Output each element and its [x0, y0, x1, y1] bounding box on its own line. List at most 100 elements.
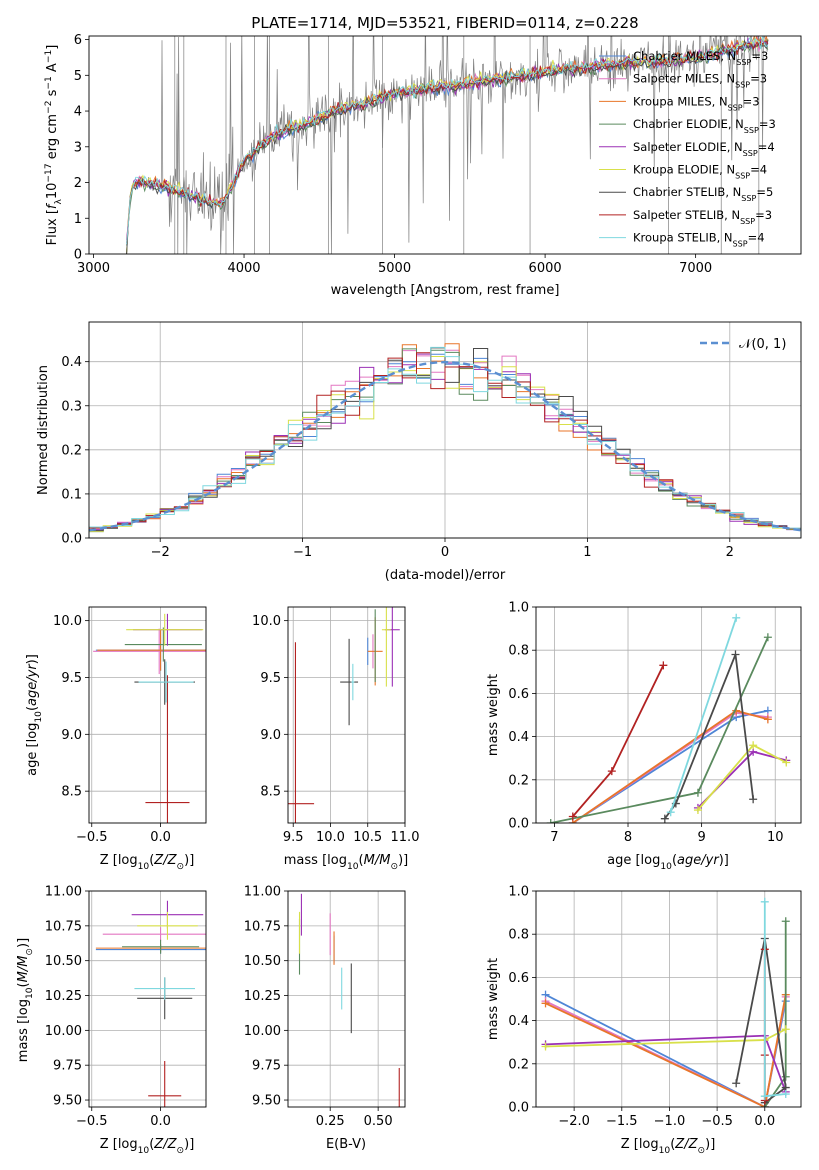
- plot-area: [288, 607, 400, 823]
- x-tick-label: −2: [151, 545, 170, 560]
- x-tick-label: 10.0: [316, 830, 345, 845]
- gaussian-reference-curve: [89, 360, 801, 532]
- x-tick-label: 11.0: [391, 830, 420, 845]
- model-spectrum-line-kroupa-stelib: [126, 36, 769, 244]
- weight-marker-chabrier-elodie: [546, 819, 555, 823]
- weight-marker-kroupa-stelib: [760, 1092, 769, 1101]
- residual-histogram-kroupa-stelib: [89, 346, 801, 538]
- x-tick-label: 4000: [227, 261, 260, 276]
- legend-entry-salpeter-stelib: Salpeter STELIB, NSSP=3: [633, 208, 772, 226]
- y-tick-label: 8.5: [61, 785, 82, 800]
- axes-frame: [535, 890, 802, 1108]
- y-tick-label: 9.75: [53, 1059, 82, 1074]
- y-tick-label: 10.25: [45, 989, 82, 1004]
- weight-marker-kroupa-stelib: [732, 613, 741, 622]
- x-tick-label: 8: [624, 830, 632, 845]
- y-tick-label: 0.6: [508, 971, 529, 986]
- x-tick-label: 0.0: [150, 830, 171, 845]
- y-tick-label: 0.0: [61, 532, 82, 547]
- axes-residuals: −2 −1 0 1 2 0.0 0.1 0.2 0.3 0.4: [61, 321, 802, 560]
- y-axis-label-weight-age: mass weight: [486, 674, 501, 756]
- x-tick-label: 6000: [529, 261, 562, 276]
- y-tick-label: 0.2: [61, 443, 82, 458]
- weight-marker-salpeter-stelib: [568, 812, 577, 821]
- weight-line-kroupa-elodie: [697, 744, 787, 811]
- x-axis-label-weight-age: age [log10(age/yr)]: [607, 853, 729, 872]
- y-tick-label: 9.5: [61, 671, 82, 686]
- weight-marker-chabrier-elodie: [781, 917, 790, 926]
- weight-marker-kroupa-elodie: [541, 1042, 550, 1051]
- x-tick-label: −0.5: [76, 830, 108, 845]
- axes-weight_vs_Z: −2.0 −1.5 −1.0 −0.5 0.0 0.0 0.2 0.4 0.6 0.8 1.0: [508, 885, 802, 1129]
- weight-marker-kroupa-stelib: [760, 897, 769, 906]
- weight-marker-kroupa-elodie: [781, 1025, 790, 1034]
- axes-frame: [88, 890, 207, 1108]
- weight-marker-salpeter-stelib: [607, 767, 616, 776]
- plot-area: [95, 900, 206, 1107]
- chart-title: PLATE=1714, MJD=53521, FIBERID=0114, z=0…: [251, 14, 638, 32]
- y-tick-label: 9.0: [61, 728, 82, 743]
- y-axis-label-mass-z: mass [log10(M/M⊙)]: [16, 938, 35, 1062]
- plot-area: [541, 897, 790, 1107]
- legend-entry-chabrier-stelib: Chabrier STELIB, NSSP=5: [633, 185, 773, 203]
- weight-marker-kroupa-stelib: [781, 1090, 790, 1099]
- x-tick-label: −1.5: [606, 1114, 638, 1129]
- x-tick-label: 3000: [77, 261, 110, 276]
- x-axis-label: wavelength [Angstrom, rest frame]: [331, 283, 560, 298]
- axes-mass_vs_Z: −0.5 0.0 9.50 9.75 10.00 10.25 10.50 10.75 11.00: [45, 885, 207, 1129]
- x-tick-label: 7000: [679, 261, 712, 276]
- x-tick-label: 1: [583, 545, 591, 560]
- x-tick-label: −2.0: [558, 1114, 590, 1129]
- x-axis-label-weight-z: Z [log10(Z/Z⊙)]: [621, 1137, 716, 1156]
- x-tick-label: 9.5: [283, 830, 304, 845]
- plot-area: [298, 893, 400, 1107]
- axes-frame: [88, 35, 802, 255]
- y-tick-label: 1.0: [508, 885, 529, 900]
- y-tick-label: 10.75: [244, 919, 281, 934]
- weight-line-kroupa-elodie: [545, 1028, 787, 1048]
- x-tick-label: 5000: [378, 261, 411, 276]
- axes-frame: [287, 890, 406, 1108]
- x-tick-label: 2: [726, 545, 734, 560]
- y-tick-label: 3: [74, 140, 82, 155]
- y-tick-label: 10.00: [244, 1024, 281, 1039]
- legend-entry-kroupa-miles: Kroupa MILES, NSSP=3: [633, 94, 760, 112]
- y-axis-label-weight-z: mass weight: [486, 958, 501, 1040]
- plot-area: [93, 613, 206, 823]
- plot-area: [546, 613, 791, 823]
- y-tick-label: 2: [74, 176, 82, 191]
- y-tick-label: 0.0: [508, 817, 529, 832]
- weight-line-kroupa-stelib: [669, 617, 738, 813]
- y-axis-label-age-z: age [log10(age/yr)]: [25, 654, 44, 776]
- x-axis-label-age-mass: mass [log10(M/M⊙)]: [284, 853, 408, 872]
- x-tick-label: 10.5: [353, 830, 382, 845]
- y-tick-label: 8.5: [260, 785, 281, 800]
- axes-weight_vs_age: 7 8 9 10 0.0 0.2 0.4 0.6 0.8 1.0: [508, 601, 802, 845]
- x-axis-label-mass-z: Z [log10(Z/Z⊙)]: [100, 1137, 195, 1156]
- y-tick-label: 10.50: [45, 954, 82, 969]
- y-tick-label: 1.0: [508, 601, 529, 616]
- y-tick-label: 5: [74, 69, 82, 84]
- y-tick-label: 6: [74, 33, 82, 48]
- x-tick-label: 0.25: [316, 1114, 345, 1129]
- legend-entry-kroupa-elodie: Kroupa ELODIE, NSSP=4: [633, 163, 767, 181]
- y-tick-label: 11.00: [244, 885, 281, 900]
- model-spectrum-line-kroupa-miles: [126, 36, 769, 254]
- weight-marker-chabrier-elodie: [781, 1072, 790, 1081]
- y-tick-label: 10.00: [45, 1024, 82, 1039]
- y-tick-label: 0: [74, 248, 82, 263]
- y-tick-label: 9.75: [252, 1059, 281, 1074]
- x-tick-label: 9: [697, 830, 705, 845]
- x-axis-label-mass-ebv: E(B-V): [326, 1137, 366, 1152]
- axes-frame: [88, 606, 207, 824]
- axes-frame: [287, 606, 406, 824]
- axes-frame: [88, 321, 802, 539]
- weight-marker-chabrier-elodie: [763, 633, 772, 642]
- weight-marker-kroupa-elodie: [782, 758, 791, 767]
- y-tick-label: 0.8: [508, 644, 529, 659]
- y-tick-label: 0.0: [508, 1101, 529, 1116]
- y-tick-label: 0.8: [508, 928, 529, 943]
- weight-line-salpeter-miles: [572, 711, 769, 823]
- y-tick-label: 0.1: [61, 487, 82, 502]
